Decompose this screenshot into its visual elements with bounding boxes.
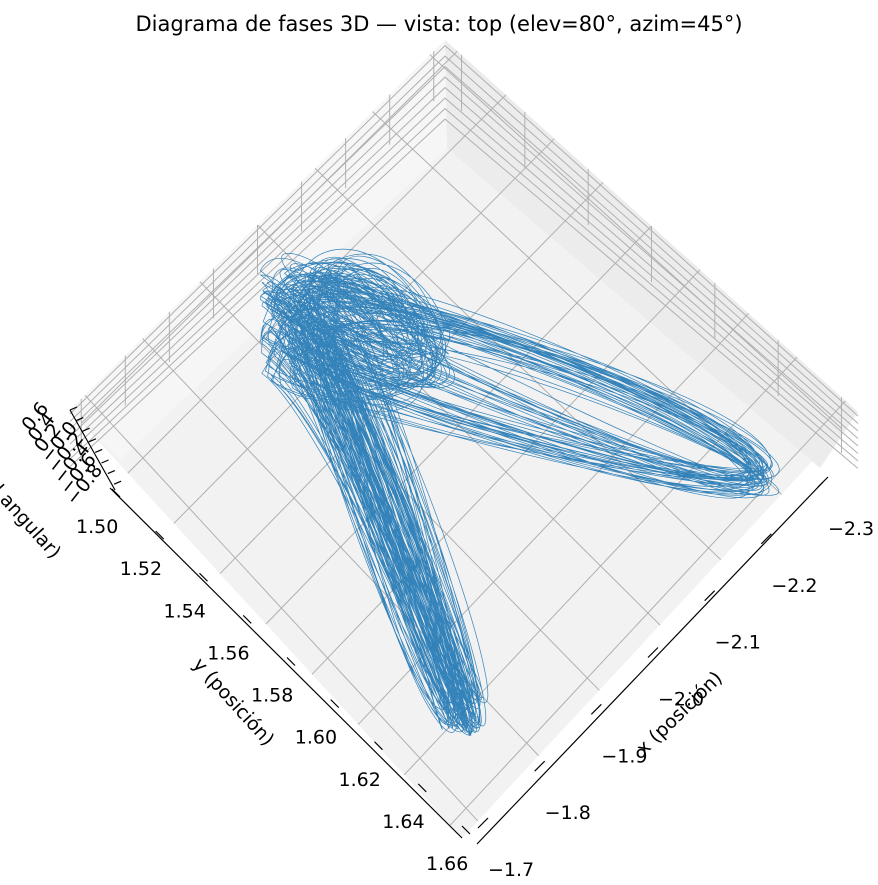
grid-line-y bbox=[173, 138, 555, 524]
z-tick bbox=[82, 427, 90, 432]
z-axis-line bbox=[69, 409, 116, 491]
x-tick bbox=[704, 590, 716, 602]
x-tick bbox=[590, 703, 602, 715]
x-tick-label: −2.0 bbox=[658, 689, 704, 711]
y-tick-label: 1.62 bbox=[339, 769, 381, 791]
y-tick bbox=[111, 488, 121, 498]
y-tick-label: 1.58 bbox=[251, 685, 293, 707]
grid-line-y bbox=[403, 356, 798, 776]
x-tick-label: −1.8 bbox=[545, 802, 591, 824]
y-tick bbox=[461, 825, 471, 835]
grid-line-z bbox=[69, 97, 859, 454]
y-tick bbox=[155, 530, 165, 540]
grid-line-y bbox=[311, 269, 701, 675]
z-tick bbox=[113, 480, 122, 485]
y-tick-label: 1.54 bbox=[164, 600, 206, 622]
trajectory-line bbox=[259, 248, 780, 736]
x-tick bbox=[647, 647, 659, 658]
z-tick bbox=[88, 438, 97, 443]
y-tick-label: 1.60 bbox=[295, 727, 337, 749]
y-tick bbox=[199, 572, 208, 582]
grid-line-z bbox=[69, 44, 859, 417]
y-tick bbox=[374, 741, 383, 751]
z-tick bbox=[101, 459, 109, 464]
z-tick bbox=[94, 448, 103, 453]
y-tick-label: 1.64 bbox=[382, 811, 424, 833]
y-tick-label: 1.66 bbox=[426, 853, 468, 875]
y-tick bbox=[330, 699, 340, 709]
y-tick bbox=[286, 657, 296, 666]
x-tick bbox=[760, 533, 772, 545]
x-tick-label: −2.1 bbox=[715, 632, 761, 654]
grid-line-z bbox=[69, 107, 859, 462]
y-tick-label: 1.52 bbox=[120, 558, 162, 580]
x-tick bbox=[477, 817, 489, 829]
y-tick bbox=[417, 783, 427, 793]
x-tick-label: −2.2 bbox=[771, 575, 817, 597]
x-tick-label: −1.7 bbox=[488, 859, 534, 881]
x-tick bbox=[534, 760, 546, 772]
grid-line-y bbox=[265, 225, 652, 625]
y-tick bbox=[242, 614, 252, 624]
grid-line-z bbox=[69, 118, 859, 469]
x-axis-label: x (posición) bbox=[632, 667, 727, 759]
grid-line-y bbox=[81, 50, 458, 424]
z-tick bbox=[107, 470, 116, 475]
y-tick-label: 1.56 bbox=[207, 642, 249, 664]
grid-line-z bbox=[69, 86, 859, 447]
x-tick-label: −1.9 bbox=[601, 745, 647, 767]
grid-line-z bbox=[69, 55, 859, 424]
grid-line-z bbox=[69, 76, 859, 439]
grid-line-z bbox=[69, 65, 859, 432]
chart-title: Diagrama de fases 3D — vista: top (elev=… bbox=[135, 12, 743, 36]
x-axis-line bbox=[476, 481, 824, 845]
grid-line-y bbox=[449, 400, 846, 826]
y-tick-label: 1.50 bbox=[76, 516, 118, 538]
z-tick bbox=[76, 417, 84, 422]
x-tick-label: −2.3 bbox=[828, 518, 874, 540]
x-tick bbox=[817, 476, 829, 488]
y-axis-line bbox=[109, 487, 463, 839]
z-tick bbox=[69, 406, 78, 411]
grid-line-y bbox=[127, 94, 507, 474]
